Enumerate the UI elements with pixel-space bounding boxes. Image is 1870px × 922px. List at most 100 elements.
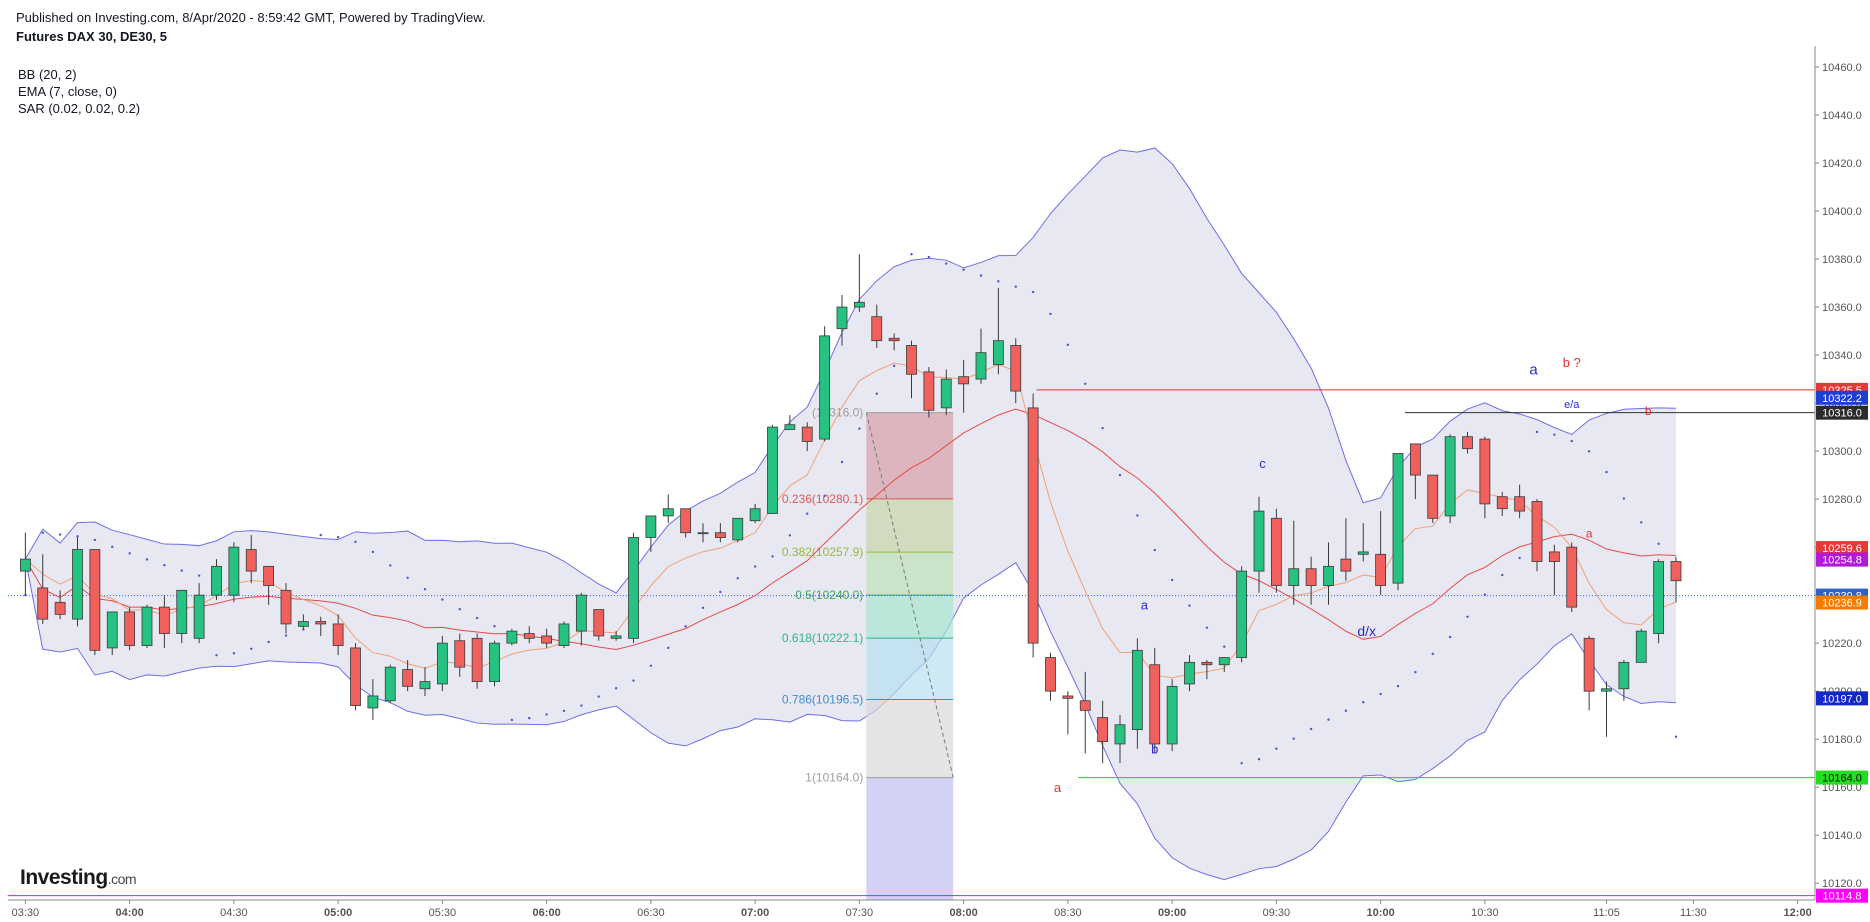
candle-body [1218, 657, 1230, 666]
candle-body [436, 642, 448, 685]
sar-dot [232, 652, 236, 655]
sar-dot [823, 494, 826, 498]
fib-extension-zone [866, 777, 954, 900]
candle-body [1392, 453, 1404, 584]
candle-body [1114, 724, 1126, 745]
sar-dot [145, 558, 149, 561]
price-tag-label: 10236.9 [1822, 598, 1862, 610]
candle [1236, 566, 1248, 663]
candle [1357, 523, 1369, 562]
fib-level-label: 0.236(10280.1) [782, 492, 863, 506]
candle-body [1357, 551, 1369, 555]
candle [72, 537, 83, 627]
sar-dot [1414, 670, 1417, 674]
candle [1062, 691, 1074, 735]
candle [1114, 715, 1126, 764]
sar-dot [1674, 735, 1678, 738]
candle [1635, 628, 1647, 663]
candle [37, 554, 49, 624]
candle [958, 359, 970, 413]
candle-body [1653, 561, 1665, 634]
sar-dot [1587, 450, 1591, 453]
sar-dot [632, 679, 635, 682]
candle-body [749, 508, 761, 522]
sar-dot [1535, 430, 1539, 434]
fib-level-label: 0.618(10222.1) [782, 631, 863, 645]
sar-dot [771, 555, 774, 558]
candle-body [1566, 546, 1578, 608]
sar-dot [267, 640, 270, 644]
price-tick-label: 10360.0 [1822, 302, 1862, 314]
sar-dot [545, 713, 548, 716]
price-tag-bg [1816, 541, 1868, 556]
indicator-legend: BB (20, 2) EMA (7, close, 0) SAR (0.02, … [18, 66, 140, 117]
candle-body [245, 549, 257, 572]
fib-zone [866, 595, 954, 639]
time-tick-label: 11:05 [1593, 907, 1620, 919]
candle-body [1531, 501, 1543, 562]
sar-dot [354, 540, 357, 544]
sar-dot [910, 253, 913, 256]
fib-zone [866, 412, 954, 499]
candle [1531, 499, 1543, 572]
sar-dot [1309, 727, 1313, 731]
candle-body [523, 633, 535, 639]
indicator-sar[interactable]: SAR (0.02, 0.02, 0.2) [18, 101, 141, 116]
sar-dot [1101, 426, 1104, 430]
sar-dot [336, 535, 340, 539]
candle [89, 549, 101, 656]
candle [436, 635, 448, 692]
price-tick-label: 10340.0 [1822, 350, 1862, 362]
price-tick-label: 10400.0 [1822, 206, 1862, 218]
time-tick-label: 08:00 [950, 907, 978, 919]
candle-body [1548, 551, 1560, 562]
candle-body [662, 508, 674, 517]
sar-dot [1049, 312, 1052, 316]
sar-dot [667, 646, 670, 650]
bb-fill [25, 147, 1676, 880]
wave-label: a [1529, 361, 1538, 378]
time-tick-label: 07:00 [741, 907, 769, 919]
candle [1618, 659, 1630, 701]
symbol-title: Futures DAX 30, DE30, 5 [16, 29, 167, 44]
candle [1218, 657, 1230, 672]
candle-body [350, 647, 361, 706]
candle-body [1479, 438, 1491, 505]
candle [1166, 679, 1178, 752]
sar-dot [945, 262, 948, 265]
price-tag-label: 10254.8 [1822, 555, 1862, 567]
indicator-ema[interactable]: EMA (7, close, 0) [18, 84, 117, 99]
chart-header: Published on Investing.com, 8/Apr/2020 -… [16, 8, 485, 46]
sar-dot [76, 535, 79, 538]
price-tick-label: 10420.0 [1822, 158, 1862, 170]
candle [1427, 474, 1439, 524]
bb-lower-line [24, 559, 1677, 881]
sar-dot [788, 534, 792, 537]
sar-dot [1257, 758, 1261, 761]
wave-label: a [1586, 527, 1593, 541]
sar-dot [736, 577, 739, 580]
candle-body [89, 549, 101, 651]
bb-middle-line [24, 408, 1677, 651]
sar-dot [614, 687, 618, 690]
indicator-bb[interactable]: BB (20, 2) [18, 67, 77, 82]
price-tag-bg [1816, 405, 1868, 420]
time-tick-label: 09:00 [1158, 907, 1186, 919]
candle-body [732, 517, 744, 541]
candle [801, 422, 813, 452]
candle [245, 535, 257, 584]
sar-dot [562, 709, 566, 713]
sar-dot [406, 576, 409, 579]
candle-body [1444, 436, 1456, 517]
candle-body [1166, 685, 1178, 745]
fib-zone [866, 498, 954, 553]
candle-body [1270, 517, 1282, 586]
candle [853, 254, 865, 312]
candle [1097, 700, 1109, 764]
candle-body [124, 611, 136, 646]
sar-dot [441, 598, 444, 601]
candle-body [332, 623, 344, 646]
candle-body [958, 376, 970, 385]
sar-dot [1153, 548, 1156, 552]
